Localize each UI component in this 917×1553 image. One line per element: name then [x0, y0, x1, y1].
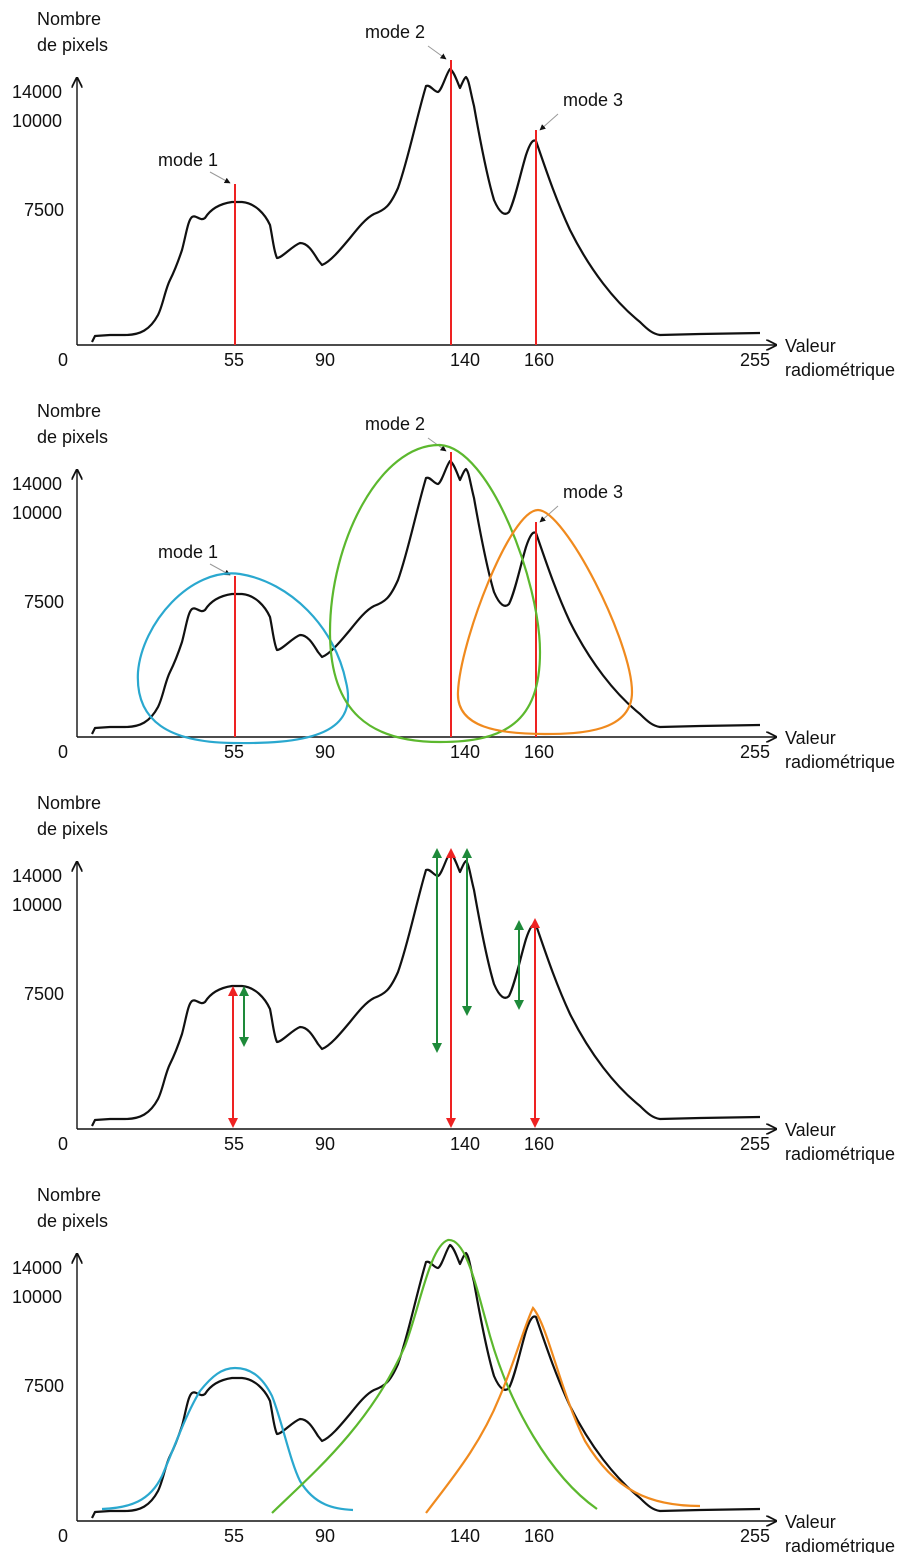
x-tick-255: 255: [740, 1526, 770, 1546]
y-tick-14000: 14000: [12, 866, 62, 886]
origin-label: 0: [58, 1526, 68, 1546]
histogram-curve: [90, 67, 762, 344]
histogram-curve: [90, 459, 762, 736]
y-axis-label: Nombre de pixels: [37, 401, 108, 447]
y-tick-7500: 7500: [24, 200, 64, 220]
mode-3-label: mode 3: [563, 90, 623, 110]
x-tick-255: 255: [740, 1134, 770, 1154]
x-tick-90: 90: [315, 350, 335, 370]
mode-2-ellipse: [328, 443, 542, 744]
y-axis-label: Nombre de pixels: [37, 9, 108, 55]
y-tick-10000: 10000: [12, 503, 62, 523]
axes: [77, 1254, 776, 1521]
x-axis-label: Valeur radiométrique: [785, 336, 895, 380]
x-axis-label: Valeur radiométrique: [785, 728, 895, 772]
mode-3-label: mode 3: [563, 482, 623, 502]
x-axis-label: Valeur radiométrique: [785, 1512, 895, 1553]
mode-1-label: mode 1: [158, 150, 218, 170]
y-tick-10000: 10000: [12, 895, 62, 915]
x-tick-90: 90: [315, 1526, 335, 1546]
panel-3: Nombre de pixels 14000 10000 7500 0 55 9…: [12, 793, 895, 1164]
x-tick-160: 160: [524, 1134, 554, 1154]
panel-2: Nombre de pixels 14000 10000 7500 0 55 9…: [12, 401, 895, 772]
x-tick-55: 55: [224, 1134, 244, 1154]
panel-1: Nombre de pixels 14000 10000 7500 0 55 9…: [12, 9, 895, 380]
x-tick-255: 255: [740, 742, 770, 762]
y-tick-7500: 7500: [24, 592, 64, 612]
x-tick-160: 160: [524, 1526, 554, 1546]
x-tick-55: 55: [224, 350, 244, 370]
y-tick-7500: 7500: [24, 984, 64, 1004]
origin-label: 0: [58, 350, 68, 370]
mode-2-pointer: [427, 45, 447, 60]
y-tick-10000: 10000: [12, 1287, 62, 1307]
y-tick-10000: 10000: [12, 111, 62, 131]
mode-3-ellipse: [456, 508, 634, 736]
panel-4: Nombre de pixels 14000 10000 7500 0 55 9…: [12, 1185, 895, 1553]
x-tick-255: 255: [740, 350, 770, 370]
x-tick-55: 55: [224, 1526, 244, 1546]
x-tick-55: 55: [224, 742, 244, 762]
mode-2-fit-curve: [271, 1238, 598, 1514]
x-tick-140: 140: [450, 742, 480, 762]
mode-3-pointer: [539, 113, 559, 131]
x-tick-90: 90: [315, 742, 335, 762]
y-tick-14000: 14000: [12, 1258, 62, 1278]
x-tick-140: 140: [450, 1134, 480, 1154]
x-axis-label: Valeur radiométrique: [785, 1120, 895, 1164]
y-tick-14000: 14000: [12, 82, 62, 102]
mode-2-label: mode 2: [365, 22, 425, 42]
mode-2-label: mode 2: [365, 414, 425, 434]
origin-label: 0: [58, 1134, 68, 1154]
mode-1-fit-curve: [101, 1366, 354, 1512]
x-tick-140: 140: [450, 1526, 480, 1546]
y-tick-7500: 7500: [24, 1376, 64, 1396]
y-tick-14000: 14000: [12, 474, 62, 494]
mode-1-pointer: [209, 171, 231, 184]
axes: [77, 78, 776, 345]
axes: [77, 470, 776, 737]
x-tick-160: 160: [524, 350, 554, 370]
x-tick-140: 140: [450, 350, 480, 370]
y-axis-label: Nombre de pixels: [37, 1185, 108, 1231]
histogram-curve: [90, 1243, 762, 1520]
mode-1-ellipse: [136, 572, 349, 745]
origin-label: 0: [58, 742, 68, 762]
x-tick-90: 90: [315, 1134, 335, 1154]
mode-1-label: mode 1: [158, 542, 218, 562]
axes: [77, 862, 776, 1129]
histogram-curve: [90, 851, 762, 1128]
x-tick-160: 160: [524, 742, 554, 762]
mode-3-fit-curve: [425, 1306, 701, 1514]
y-axis-label: Nombre de pixels: [37, 793, 108, 839]
